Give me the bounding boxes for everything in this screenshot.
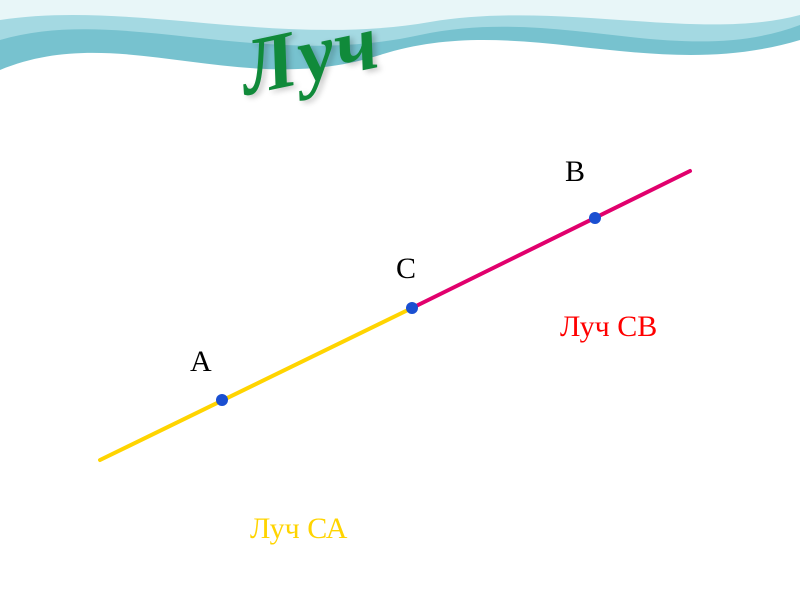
ray-ca-line (100, 308, 412, 460)
label-b: В (565, 155, 585, 189)
caption-ray-ca: Луч СА (250, 512, 347, 546)
point-c (406, 302, 418, 314)
ray-diagram (0, 0, 800, 600)
ray-cb-line (412, 171, 690, 308)
point-b (589, 212, 601, 224)
slide: Луч А С В Луч СА Луч СВ (0, 0, 800, 600)
label-c: С (396, 252, 416, 286)
label-a: А (190, 345, 212, 379)
caption-ray-cb: Луч СВ (560, 310, 657, 344)
point-a (216, 394, 228, 406)
